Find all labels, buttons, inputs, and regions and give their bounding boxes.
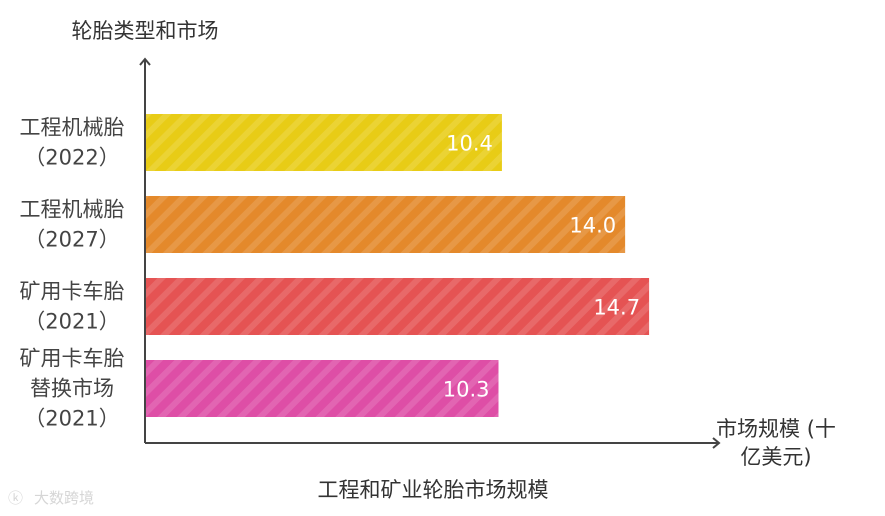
watermark-text: 大数跨境 [34, 489, 94, 507]
category-label-line: （2021） [24, 310, 119, 334]
category-label-line: 工程机械胎 [20, 116, 125, 140]
category-label-4: 矿用卡车胎替换市场 （2021） [20, 347, 125, 431]
bar-stripes-1 [146, 114, 502, 171]
watermark-logo-icon: ⓚ [8, 489, 23, 507]
bars-group: 10.4 14.0 14.7 10.3 [146, 114, 650, 417]
category-label-line: （2022） [24, 146, 119, 170]
category-label-line: 替换市场 [30, 377, 114, 401]
category-label-2: 工程机械胎 （2027） [20, 198, 125, 252]
category-label-line: 矿用卡车胎 [20, 347, 125, 371]
chart-title: 工程和矿业轮胎市场规模 [318, 478, 549, 502]
bar-stripes-3 [146, 278, 650, 335]
value-label-2: 14.0 [569, 214, 616, 238]
category-label-line: （2021） [24, 407, 119, 431]
value-label-4: 10.3 [443, 378, 490, 402]
y-axis-title: 轮胎类型和市场 [72, 19, 219, 43]
category-label-line: 工程机械胎 [20, 198, 125, 222]
value-label-3: 14.7 [593, 296, 640, 320]
value-label-1: 10.4 [446, 132, 493, 156]
bar-stripes-2 [146, 196, 626, 253]
watermark: ⓚ 大数跨境 [8, 489, 94, 507]
category-label-line: 矿用卡车胎 [20, 280, 125, 304]
category-label-line: （2027） [24, 228, 119, 252]
x-axis-title: 市场规模 (十亿美元) [716, 417, 836, 469]
x-axis-title-line: 亿美元) [740, 445, 811, 469]
x-axis-title-line: 市场规模 (十 [716, 417, 836, 441]
category-label-1: 工程机械胎 （2022） [20, 116, 125, 170]
category-label-3: 矿用卡车胎 （2021） [20, 280, 125, 334]
bar-stripes-4 [146, 360, 499, 417]
category-labels-group: 工程机械胎（2022）工程机械胎（2027）矿用卡车胎（2021）矿用卡车胎替换… [20, 116, 125, 431]
